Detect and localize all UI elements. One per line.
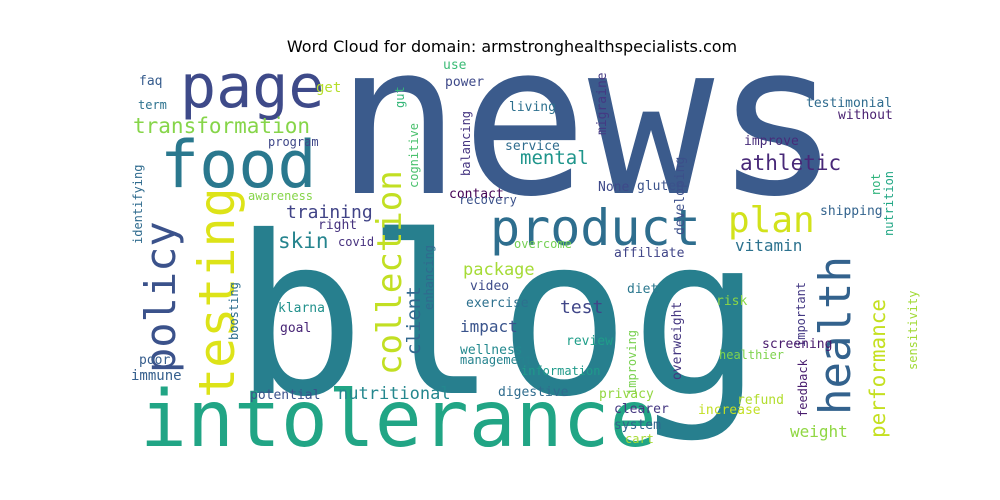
word-client: client — [403, 286, 425, 355]
word-potential: potential — [250, 388, 320, 403]
word-improving: improving — [625, 330, 639, 395]
word-athletic: athletic — [740, 151, 841, 175]
word-risk: risk — [716, 294, 747, 309]
word-video: video — [470, 279, 509, 294]
word-immune: immune — [131, 368, 182, 384]
word-term: term — [138, 98, 167, 112]
word-enhancing: enhancing — [422, 245, 436, 310]
word-news: news — [335, 0, 841, 243]
word-awareness: awareness — [248, 189, 313, 203]
word-nutrition: nutrition — [882, 171, 896, 236]
word-blog: blog — [233, 189, 763, 445]
word-testimonial: testimonial — [806, 96, 892, 111]
word-information: information — [521, 364, 600, 378]
word-vitamin: vitamin — [735, 236, 802, 255]
word-privacy: privacy — [599, 387, 654, 402]
word-sensitivity: sensitivity — [906, 291, 920, 370]
word-boosting: boosting — [227, 282, 241, 340]
word-refund: refund — [737, 393, 784, 408]
word-living: living — [509, 100, 556, 115]
word-power: power — [445, 75, 484, 90]
word-cart: cart — [625, 432, 654, 446]
word-mental: mental — [520, 147, 589, 169]
word-test: test — [560, 297, 603, 318]
word-product: product — [490, 199, 701, 257]
word-system: system — [614, 418, 661, 433]
word-transformation: transformation — [133, 114, 310, 138]
word-get: get — [316, 80, 341, 96]
word-important: important — [794, 282, 808, 347]
word-shipping: shipping — [820, 204, 883, 219]
word-review: review — [566, 334, 613, 349]
word-increase: increase — [698, 403, 761, 418]
word-gluten: gluten — [637, 179, 684, 194]
word-training: training — [286, 202, 373, 223]
word-policy: policy — [136, 221, 185, 373]
word-klarna: klarna — [278, 301, 325, 316]
word-package: package — [463, 260, 535, 280]
word-faq: faq — [139, 74, 162, 89]
word-identifying: identifying — [131, 165, 145, 244]
word-impact: impact — [460, 317, 518, 336]
word-food: food — [160, 128, 317, 203]
word-goal: goal — [280, 321, 311, 336]
word-improve: improve — [744, 134, 799, 149]
word-management: management — [460, 353, 532, 367]
word-plan: plan — [728, 200, 815, 241]
word-feedback: feedback — [796, 358, 810, 417]
word-exercise: exercise — [466, 296, 529, 311]
word-program: program — [268, 135, 319, 149]
word-affiliate: affiliate — [614, 246, 685, 261]
word-page: page — [180, 52, 325, 122]
word-migraine: migraine — [595, 72, 610, 135]
word-health: health — [810, 256, 861, 415]
word-not: not — [869, 173, 883, 195]
word-weight: weight — [790, 422, 848, 441]
word-covid: covid — [338, 235, 374, 249]
word-without: without — [838, 108, 893, 123]
word-clearer: clearer — [614, 402, 669, 417]
word-performance: performance — [866, 299, 890, 438]
word-cognitive: cognitive — [407, 123, 421, 188]
word-developing: developing — [673, 157, 688, 235]
word-cloud: newsblogintolerancepagefoodproducttestin… — [131, 0, 920, 465]
word-overcome: overcome — [514, 237, 572, 251]
word-testing: testing — [188, 187, 246, 398]
word-balancing: balancing — [459, 111, 473, 176]
word-gut: gut — [393, 86, 407, 108]
word-use: use — [443, 58, 467, 73]
word-right: right — [318, 218, 357, 233]
word-screening: screening — [762, 337, 832, 352]
chart-title: Word Cloud for domain: armstronghealthsp… — [287, 37, 737, 56]
word-skin: skin — [278, 229, 329, 253]
word-overweight: overweight — [670, 302, 685, 380]
word-diet: diet — [627, 282, 658, 297]
word-collection: collection — [370, 170, 410, 375]
word-none: None — [598, 180, 629, 195]
word-service: service — [505, 139, 560, 154]
word-healthier: healthier — [719, 348, 784, 362]
word-poor: poor — [139, 353, 170, 368]
word-nutritional: nutritional — [338, 384, 451, 404]
word-digestive: digestive — [498, 385, 569, 400]
word-contact: contact — [449, 187, 504, 202]
word-intolerance: intolerance — [140, 375, 657, 465]
word-wellness: wellness — [460, 343, 523, 358]
word-recovery: recovery — [459, 193, 517, 207]
